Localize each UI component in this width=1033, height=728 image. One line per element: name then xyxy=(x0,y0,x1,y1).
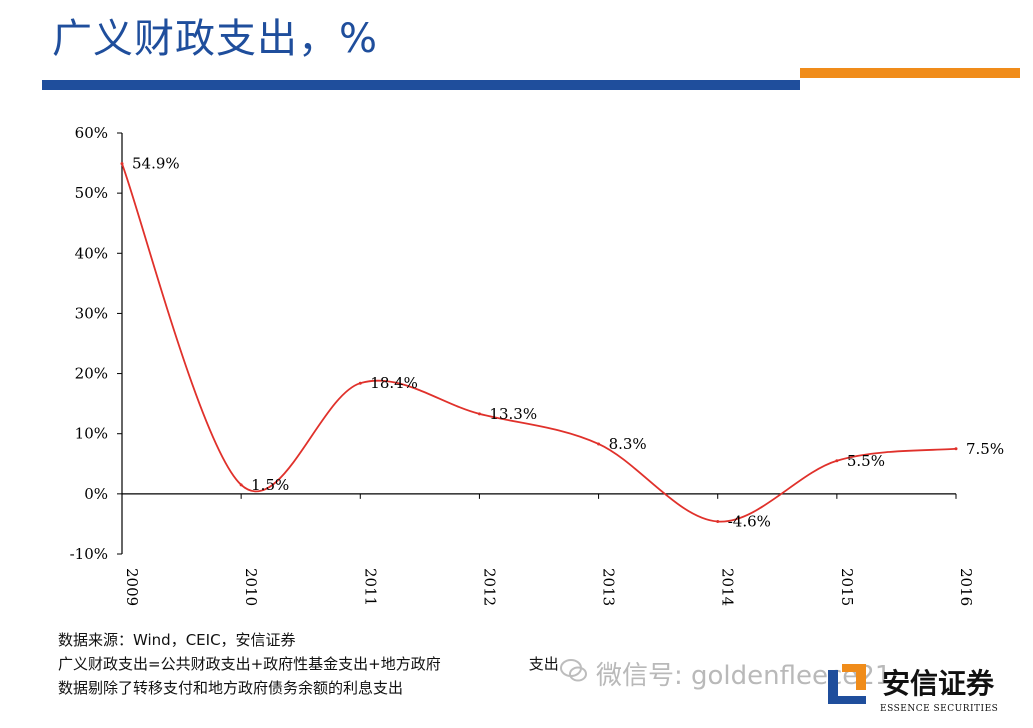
data-label: -4.6% xyxy=(728,513,771,531)
data-label: 54.9% xyxy=(132,155,180,173)
data-point xyxy=(954,447,958,451)
data-labels: 54.9% 1.5% 18.4% 13.3% 8.3% -4.6% 5.5% 7.5% xyxy=(132,155,1004,531)
y-tick-label: 30% xyxy=(75,304,108,322)
data-point xyxy=(597,442,601,446)
data-point xyxy=(120,162,124,166)
definition-note: 广义财政支出=公共财政支出+政府性基金支出+地方政府 支出 xyxy=(58,655,559,673)
source-note: 数据来源：Wind，CEIC，安信证券 xyxy=(58,631,296,649)
data-label: 7.5% xyxy=(966,440,1004,458)
definition-note-tail: 支出 xyxy=(528,655,559,673)
y-axis: -10% 0% 10% 20% 30% 40% 50% 60% xyxy=(70,124,123,563)
exclusion-note: 数据剔除了转移支付和地方政府债务余额的利息支出 xyxy=(58,679,404,697)
y-tick-label: -10% xyxy=(70,545,108,563)
y-tick-label: 50% xyxy=(75,184,108,202)
x-tick-label: 2012 xyxy=(480,568,498,606)
data-point xyxy=(835,459,839,463)
y-tick-label: 10% xyxy=(75,425,108,443)
y-tick-label: 0% xyxy=(84,485,108,503)
x-tick-label: 2014 xyxy=(719,568,737,606)
company-logo: 安信证券 ESSENCE SECURITIES xyxy=(826,660,1006,720)
logo-name-en: ESSENCE SECURITIES xyxy=(880,704,999,714)
data-point xyxy=(358,381,362,385)
data-point xyxy=(716,520,720,524)
footnotes: 数据来源：Wind，CEIC，安信证券 广义财政支出=公共财政支出+政府性基金支… xyxy=(58,628,559,700)
data-label: 1.5% xyxy=(251,476,289,494)
data-point xyxy=(239,483,243,487)
data-label: 8.3% xyxy=(609,435,647,453)
data-label: 18.4% xyxy=(370,374,418,392)
series-line xyxy=(121,163,957,523)
x-tick-label: 2010 xyxy=(242,568,260,606)
title-underline-orange xyxy=(800,68,1020,78)
x-axis: 2009 2010 2011 2012 2013 2014 2015 2016 xyxy=(121,493,975,606)
wechat-icon xyxy=(560,659,587,682)
data-label: 5.5% xyxy=(847,452,885,470)
y-tick-label: 20% xyxy=(75,365,108,383)
chart-series xyxy=(120,162,958,524)
data-label: 13.3% xyxy=(489,405,537,423)
title-underline-blue xyxy=(42,80,800,90)
x-tick-label: 2013 xyxy=(600,568,618,606)
x-tick-label: 2016 xyxy=(957,568,975,606)
page-title: 广义财政支出，% xyxy=(52,16,379,62)
y-tick-label: 60% xyxy=(75,124,108,142)
essence-logo-mark xyxy=(828,664,866,704)
x-tick-label: 2015 xyxy=(838,568,856,606)
x-tick-label: 2011 xyxy=(361,568,379,606)
y-tick-label: 40% xyxy=(75,244,108,262)
logo-name-cn: 安信证券 xyxy=(882,667,995,700)
data-point xyxy=(477,412,481,416)
x-tick-label: 2009 xyxy=(123,568,141,606)
